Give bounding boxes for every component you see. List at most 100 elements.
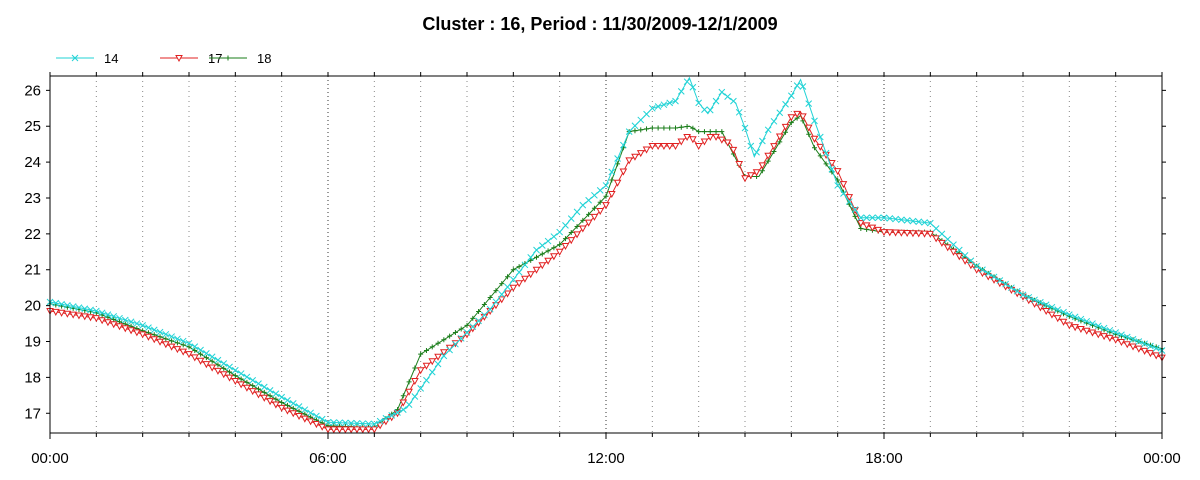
data-point [1054,306,1062,314]
data-point [225,55,231,61]
data-point [845,194,854,202]
data-point [787,114,796,122]
data-point [1129,343,1137,351]
data-point [289,400,297,407]
data-point [782,100,789,108]
data-point [150,336,159,344]
data-point [532,266,541,274]
data-point [63,310,72,318]
data-point [926,230,935,238]
data-point [712,97,720,105]
data-point [1129,335,1137,343]
data-point [706,106,714,114]
data-point [857,214,865,222]
data-point [752,169,761,177]
data-point [804,124,813,132]
data-point [498,291,506,298]
data-point [667,125,673,131]
data-point [603,193,609,199]
data-point [1077,315,1085,323]
data-point [423,347,429,353]
data-point [909,230,917,238]
data-point [336,419,343,427]
data-point [249,376,257,384]
data-point [979,266,986,274]
x-tick-label: 06:00 [309,450,347,467]
data-point [441,337,447,343]
data-point [238,376,244,382]
data-point [631,122,639,130]
data-point [306,418,315,426]
data-point [469,323,477,331]
data-point [584,219,593,227]
data-point [87,306,94,314]
data-point [139,322,147,329]
data-point [1112,329,1120,336]
data-point [64,302,71,309]
data-point [1147,342,1154,350]
data-point [632,128,638,134]
data-point [127,318,135,326]
data-point [1100,324,1108,332]
data-point [244,379,250,385]
series-line [49,111,1163,430]
data-point [86,314,95,322]
data-point [891,229,900,237]
data-point [75,312,83,320]
data-point [677,138,686,146]
data-point [266,398,274,406]
data-point [544,237,552,245]
data-point [463,329,471,336]
data-point [295,403,303,410]
data-point [810,135,819,143]
data-point [880,214,888,222]
data-point [198,351,204,357]
data-point [862,222,871,230]
data-point [341,426,350,434]
data-point [256,386,261,392]
data-point [586,211,592,217]
data-point [644,126,650,132]
data-point [105,314,111,320]
data-point [816,133,824,141]
data-point [318,423,327,431]
data-point [92,307,100,315]
data-point [347,419,355,427]
data-point [521,261,529,269]
x-tick-label: 00:00 [1143,450,1181,467]
data-point [967,262,975,270]
data-point [938,239,946,247]
data-point [996,277,1004,284]
data-point [180,342,186,348]
data-point [793,82,801,89]
data-point [1152,344,1160,352]
data-point [476,308,482,314]
data-point [452,340,459,348]
data-point [272,390,280,398]
data-point [503,290,512,298]
data-point [932,235,940,243]
data-point [278,393,286,401]
data-point [1037,298,1044,306]
data-point [822,149,830,157]
data-point [642,146,651,154]
x-tick-label: 00:00 [31,450,69,467]
data-point [898,216,905,224]
data-point [638,127,644,133]
y-tick-label: 19 [24,334,41,351]
data-point [759,137,766,145]
data-point [874,214,882,222]
data-point [156,328,164,336]
data-point [428,358,437,366]
data-point [654,142,662,151]
data-point [446,346,453,354]
data-point [109,321,118,329]
data-point [457,335,465,342]
data-point [283,407,292,415]
data-point [723,139,732,147]
data-point [127,327,135,335]
data-point [52,299,60,307]
data-point [961,252,969,259]
data-point [324,418,332,426]
data-point [735,161,744,169]
